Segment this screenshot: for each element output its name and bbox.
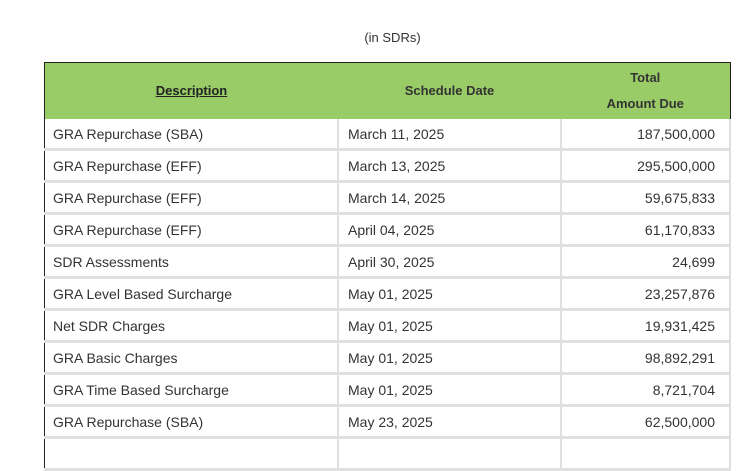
cell-description: GRA Repurchase (SBA) xyxy=(44,405,339,439)
cell-schedule-date: May 01, 2025 xyxy=(338,277,562,311)
cell-empty xyxy=(44,437,339,471)
cell-amount-due: 98,892,291 xyxy=(561,341,731,375)
cell-amount-due: 8,721,704 xyxy=(561,373,731,407)
cell-description: SDR Assessments xyxy=(44,245,339,279)
cell-description: GRA Repurchase (SBA) xyxy=(44,119,339,151)
cell-description: GRA Basic Charges xyxy=(44,341,339,375)
cell-schedule-date: May 01, 2025 xyxy=(338,341,562,375)
cell-amount-due: 24,699 xyxy=(561,245,731,279)
table-row: GRA Repurchase (SBA) March 11, 2025 187,50… xyxy=(44,119,731,151)
cell-schedule-date: April 04, 2025 xyxy=(338,213,562,247)
table-row: GRA Level Based Surcharge May 01, 2025 23,… xyxy=(44,277,731,311)
column-header-total-amount-due: Total Amount Due xyxy=(561,62,730,119)
cell-amount-due: 62,500,000 xyxy=(561,405,731,439)
cell-description: GRA Repurchase (EFF) xyxy=(44,213,339,247)
cell-schedule-date: April 30, 2025 xyxy=(338,245,562,279)
table-row: GRA Basic Charges May 01, 2025 98,892,291 xyxy=(44,341,731,375)
cell-schedule-date: March 11, 2025 xyxy=(338,119,562,151)
cell-schedule-date: May 01, 2025 xyxy=(338,309,562,343)
total-label: Total xyxy=(630,70,661,85)
amount-due-label: Amount Due xyxy=(606,96,684,111)
cell-amount-due: 187,500,000 xyxy=(561,119,731,151)
cell-amount-due: 19,931,425 xyxy=(561,309,731,343)
cell-amount-due: 23,257,876 xyxy=(561,277,731,311)
table-row: GRA Repurchase (EFF) April 04, 2025 61,170… xyxy=(44,213,731,247)
cell-schedule-date: March 13, 2025 xyxy=(338,149,562,183)
cell-amount-due: 61,170,833 xyxy=(561,213,731,247)
cell-empty xyxy=(338,437,562,471)
table-row: GRA Time Based Surcharge May 01, 2025 8,72… xyxy=(44,373,731,407)
table-row: SDR Assessments April 30, 2025 24,699 xyxy=(44,245,731,279)
cell-schedule-date: May 01, 2025 xyxy=(338,373,562,407)
cell-schedule-date: March 14, 2025 xyxy=(338,181,562,215)
column-header-description[interactable]: Description xyxy=(44,62,338,119)
cell-amount-due: 59,675,833 xyxy=(561,181,731,215)
table-row: Net SDR Charges May 01, 2025 19,931,425 xyxy=(44,309,731,343)
table-caption: (in SDRs) xyxy=(364,30,421,45)
cell-description: GRA Repurchase (EFF) xyxy=(44,181,339,215)
table-row: GRA Repurchase (SBA) May 23, 2025 62,500,0… xyxy=(44,405,731,439)
cell-description: Net SDR Charges xyxy=(44,309,339,343)
cell-empty xyxy=(561,437,731,471)
table-header-row: Description Schedule Date Total Amount Du… xyxy=(44,62,730,119)
column-header-schedule-date: Schedule Date xyxy=(338,62,561,119)
description-header-label: Description xyxy=(155,83,228,98)
cell-description: GRA Level Based Surcharge xyxy=(44,277,339,311)
cell-schedule-date: May 23, 2025 xyxy=(338,405,562,439)
table-row-partial xyxy=(44,437,731,471)
table-row: GRA Repurchase (EFF) March 14, 2025 59,675… xyxy=(44,181,731,215)
cell-description: GRA Repurchase (EFF) xyxy=(44,149,339,183)
repayment-schedule-table: Description Schedule Date Total Amount Du… xyxy=(44,62,731,471)
cell-description: GRA Time Based Surcharge xyxy=(44,373,339,407)
cell-amount-due: 295,500,000 xyxy=(561,149,731,183)
table-row: GRA Repurchase (EFF) March 13, 2025 295,50… xyxy=(44,149,731,183)
